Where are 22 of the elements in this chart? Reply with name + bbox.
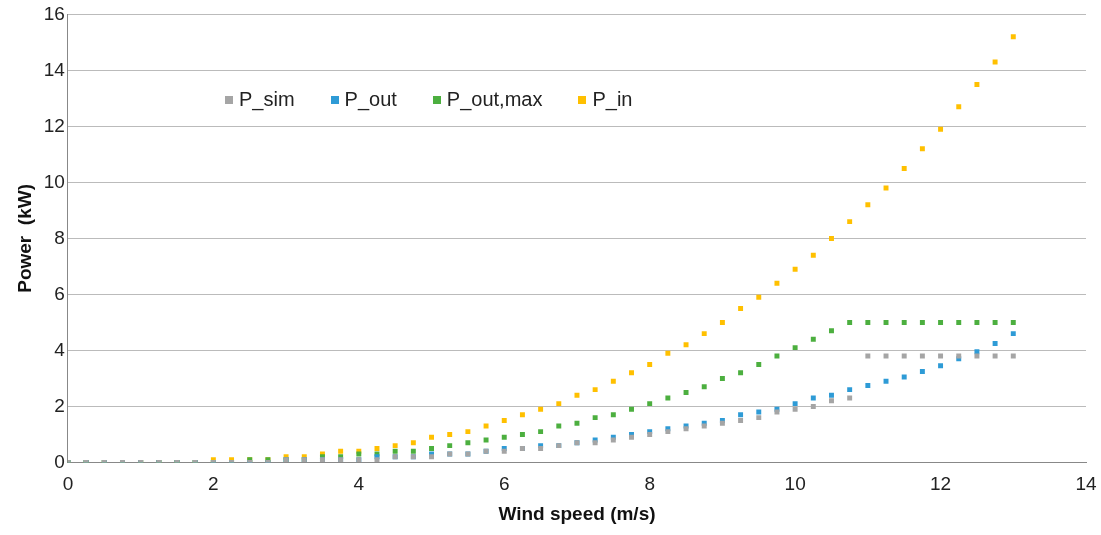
y-tick-label: 14 (43, 58, 66, 80)
legend-label: P_sim (239, 88, 295, 111)
x-tick-label: 6 (498, 473, 510, 495)
x-tick-label: 12 (929, 473, 952, 495)
y-tick-label: 16 (43, 2, 65, 24)
y-tick-label: 12 (43, 114, 65, 136)
x-tick-label: 4 (353, 473, 365, 495)
y-tick-label: 8 (54, 226, 65, 248)
x-axis-title: Wind speed (m/s) (498, 502, 656, 524)
y-tick-label: 0 (54, 450, 65, 472)
y-tick-label: 10 (43, 170, 65, 192)
y-axis-title: Power (kW) (13, 184, 35, 293)
x-tick-label: 2 (208, 473, 219, 495)
x-tick-label: 8 (644, 473, 655, 495)
legend-label: P_out (344, 88, 397, 111)
y-tick-label: 6 (54, 282, 65, 304)
legend-label: P_in (592, 88, 633, 111)
legend-label: P_out,max (446, 88, 543, 111)
x-tick-label: 10 (784, 473, 806, 495)
y-tick-label: 4 (54, 338, 66, 360)
x-tick-label: 14 (1075, 473, 1097, 495)
y-tick-label: 2 (54, 394, 65, 416)
